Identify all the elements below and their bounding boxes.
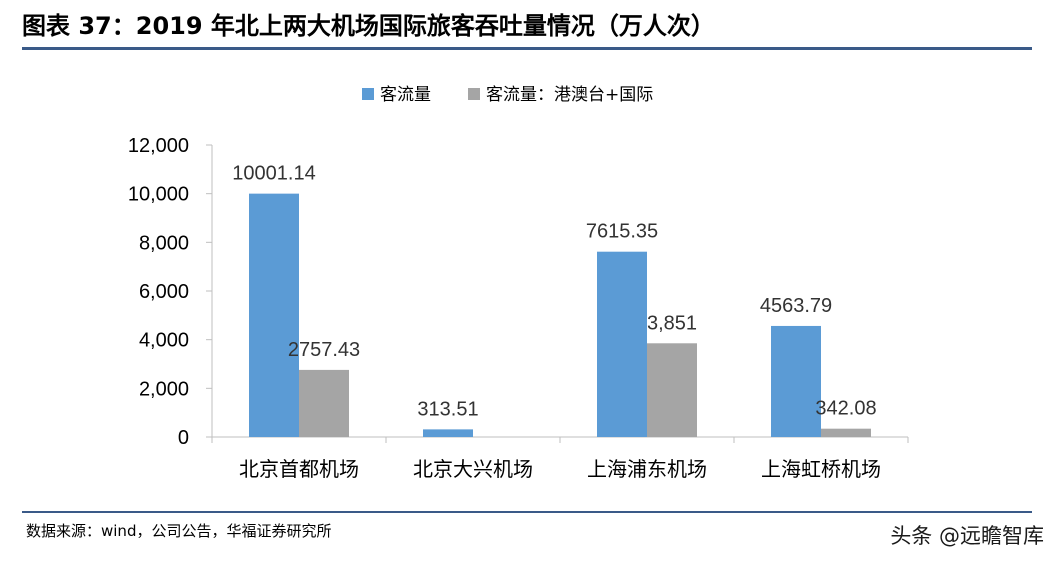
bar-s2-0 [299,369,349,437]
legend-label-2: 客流量：港澳台+国际 [486,85,653,105]
x-category-label: 北京首都机场 [239,457,359,481]
data-label-s1-1: 313.51 [417,398,478,420]
data-label-s2-0: 2757.43 [288,339,360,361]
legend: 客流量 客流量：港澳台+国际 [362,85,653,105]
y-tick-label: 0 [178,427,189,449]
y-tick-label: 4,000 [139,330,189,352]
y-tick-label: 2,000 [139,378,189,400]
legend-swatch-2 [468,88,480,100]
footer-divider [22,511,1032,513]
data-labels: 10001.14 2757.43 313.51 7615.35 3,851 4563.79… [232,163,876,421]
bar-s1-2 [597,251,647,437]
x-axis: 北京首都机场 北京大兴机场 上海浦东机场 上海虹桥机场 [211,436,909,481]
data-label-s2-2: 3,851 [647,312,697,334]
title-divider [22,47,1032,50]
data-label-s1-0: 10001.14 [232,163,315,185]
bar-s1-1 [423,429,473,437]
page-title: 图表 37：2019 年北上两大机场国际旅客吞吐量情况（万人次） [22,12,715,40]
x-category-label: 上海虹桥机场 [761,457,881,481]
y-tick-label: 12,000 [128,135,189,157]
y-tick-label: 8,000 [139,232,189,254]
x-category-label: 北京大兴机场 [413,457,533,481]
legend-label-1: 客流量 [380,85,431,105]
data-label-s2-3: 342.08 [815,398,876,420]
data-label-s1-2: 7615.35 [586,221,658,243]
bar-s2-2 [647,343,697,437]
bar-s1-3 [771,325,821,437]
bars [249,193,871,437]
data-label-s1-3: 4563.79 [760,295,832,317]
source-note: 数据来源：wind，公司公告，华福证券研究所 [26,522,332,540]
bar-s1-0 [249,193,299,437]
x-category-label: 上海浦东机场 [587,457,707,481]
bar-s2-3 [821,428,871,437]
watermark: 头条 @远瞻智库 [890,524,1044,548]
y-axis: 0 2,000 4,000 6,000 8,000 10,000 12,000 [128,135,213,449]
y-tick-label: 10,000 [128,184,189,206]
y-tick-label: 6,000 [139,281,189,303]
legend-swatch-1 [362,88,374,100]
